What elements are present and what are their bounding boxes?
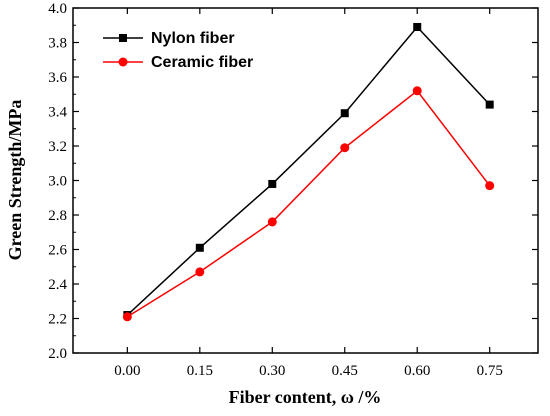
series-layer: [122, 22, 495, 322]
y-axis: 2.0 2.2 2.4 2.6 2.8 3.0 3.2 3.4 3.6 3.8 4.0: [48, 1, 538, 362]
x-tick-label: 0.15: [187, 363, 213, 379]
y-tick-label: 2.8: [48, 208, 67, 224]
y-tick-label: 3.0: [48, 174, 67, 190]
x-tick-label: 0.45: [332, 363, 358, 379]
data-point: [122, 312, 132, 322]
data-point: [267, 217, 277, 227]
data-point: [340, 143, 350, 153]
legend-label: Nylon fiber: [151, 30, 235, 47]
y-tick-label: 3.2: [48, 139, 67, 155]
data-point: [412, 86, 422, 96]
data-point: [413, 22, 422, 31]
data-point: [195, 267, 205, 277]
data-point: [268, 179, 277, 188]
data-point: [485, 100, 494, 109]
y-tick-label: 2.6: [48, 243, 67, 259]
y-tick-label: 3.6: [48, 70, 67, 86]
x-tick-label: 0.60: [404, 363, 430, 379]
legend-label: Ceramic fiber: [151, 54, 253, 71]
y-tick-label: 3.8: [48, 36, 67, 52]
data-point: [485, 181, 495, 191]
x-axis: 0.00 0.15 0.30 0.45 0.60 0.75: [114, 8, 503, 379]
series-line: [126, 25, 491, 316]
y-tick-label: 3.4: [48, 105, 67, 121]
x-axis-title: Fiber content, ω /%: [229, 387, 382, 407]
x-tick-label: 0.00: [114, 363, 140, 379]
series-line: [126, 89, 491, 318]
legend: Nylon fiber Ceramic fiber: [103, 30, 253, 71]
y-tick-label: 2.2: [48, 312, 67, 328]
y-tick-label: 2.0: [48, 346, 67, 362]
x-tick-label: 0.30: [259, 363, 285, 379]
y-axis-title: Green Strength/MPa: [5, 100, 25, 261]
y-tick-label: 4.0: [48, 1, 67, 17]
x-tick-label: 0.75: [477, 363, 503, 379]
y-tick-label: 2.4: [48, 277, 67, 293]
data-point: [195, 243, 204, 252]
legend-marker: [118, 57, 128, 67]
legend-marker: [119, 34, 127, 42]
data-point: [340, 109, 349, 118]
series-1: [122, 86, 495, 322]
